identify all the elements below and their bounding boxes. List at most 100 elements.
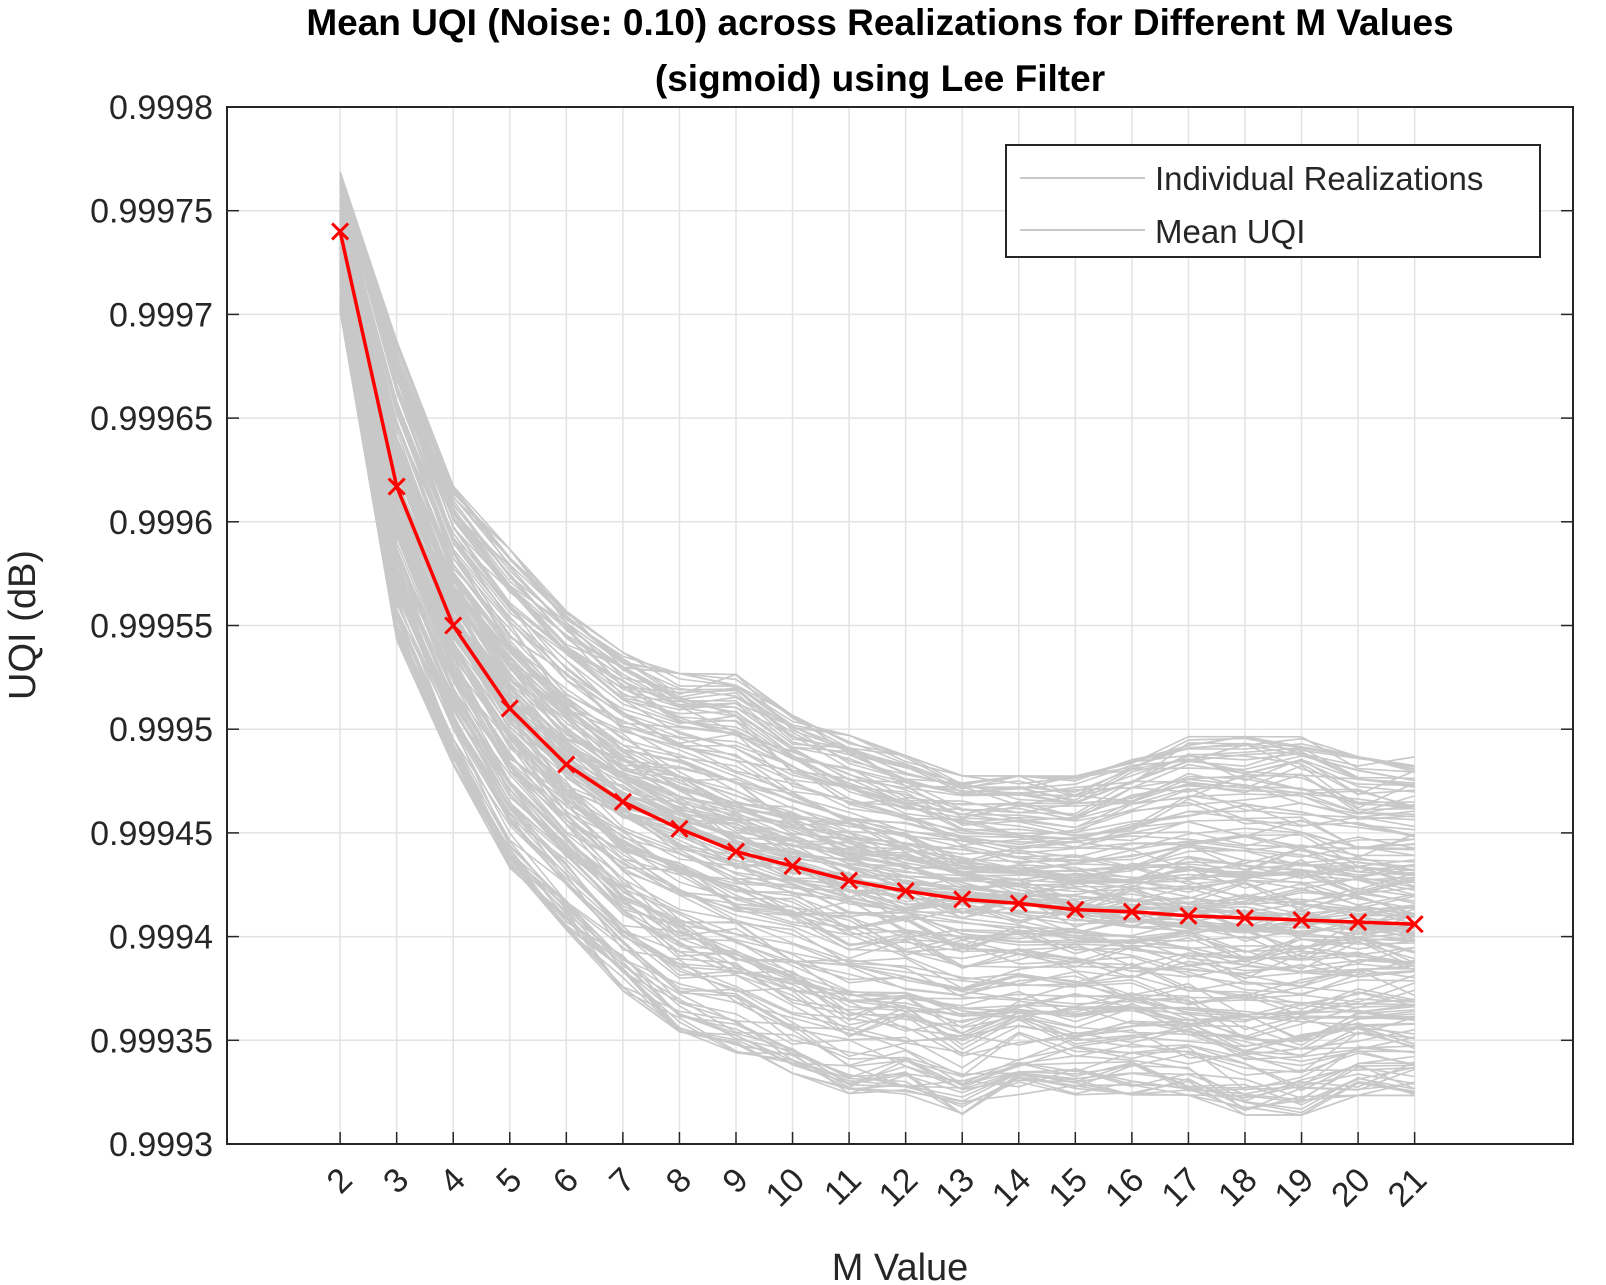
realization-line: [339, 224, 1415, 918]
realization-line: [339, 230, 1415, 933]
x-axis-label: M Value: [832, 1247, 969, 1285]
realization-line: [339, 200, 1415, 849]
y-tick-label: 0.9995: [109, 711, 213, 749]
realization-line: [339, 251, 1415, 988]
realization-line: [339, 188, 1415, 818]
realization-line: [339, 211, 1415, 871]
mean-uqi-marker: [387, 477, 406, 496]
mean-uqi-marker: [1009, 894, 1028, 913]
mean-uqi-marker: [1122, 902, 1141, 921]
legend-box: [1005, 144, 1541, 258]
mean-uqi-marker: [953, 890, 972, 909]
realization-line: [339, 218, 1415, 891]
legend-label-realizations: Individual Realizations: [1155, 160, 1483, 197]
mean-uqi-marker: [896, 881, 915, 901]
y-tick-label: 0.99975: [90, 193, 213, 231]
axes: [226, 106, 1574, 1145]
y-tick-label: 0.99965: [90, 400, 213, 438]
realization-line: [339, 296, 1415, 1099]
realization-line: [339, 301, 1415, 1100]
realization-line: [339, 250, 1415, 995]
realization-line: [339, 253, 1415, 985]
realization-line: [339, 192, 1415, 840]
realization-line: [339, 284, 1415, 1057]
realization-line: [339, 223, 1415, 916]
realization-line: [339, 273, 1415, 1040]
mean-uqi-series: [331, 222, 1424, 934]
realization-line: [339, 308, 1415, 1092]
realization-line: [339, 245, 1415, 967]
y-tick-label: 0.9993: [109, 1126, 213, 1164]
y-axis-label: UQI (dB): [2, 550, 44, 700]
realization-line: [339, 285, 1415, 1050]
realization-line: [339, 171, 1415, 790]
mean-uqi-marker: [1292, 910, 1311, 930]
realization-line: [339, 219, 1415, 881]
realization-line: [339, 204, 1415, 859]
realization-line: [339, 294, 1415, 1086]
mean-uqi-marker: [1235, 908, 1255, 927]
realization-line: [339, 306, 1415, 1101]
realization-line: [339, 276, 1415, 1043]
realization-line: [339, 258, 1415, 979]
realization-line: [339, 294, 1415, 1077]
y-tick-label: 0.9997: [109, 296, 213, 334]
individual-realizations: [339, 171, 1415, 1116]
realization-line: [339, 192, 1415, 841]
realization-line: [339, 196, 1415, 838]
mean-uqi-marker: [444, 616, 463, 635]
mean-uqi-marker: [1349, 913, 1368, 932]
realization-line: [339, 246, 1415, 959]
mean-uqi-marker: [500, 699, 519, 718]
mean-uqi-marker: [613, 792, 632, 811]
realization-line: [339, 175, 1415, 797]
realization-line: [339, 212, 1415, 877]
mean-uqi-marker: [331, 222, 350, 241]
realization-line: [339, 310, 1415, 1116]
realization-line: [339, 306, 1415, 1089]
mean-uqi-marker: [783, 857, 802, 876]
realization-line: [339, 270, 1415, 1005]
mean-uqi-marker: [726, 842, 746, 861]
y-tick-label: 0.9998: [109, 89, 213, 127]
realization-line: [339, 181, 1415, 807]
legend-label-mean: Mean UQI: [1155, 213, 1305, 250]
realization-line: [339, 285, 1415, 1052]
y-tick-label: 0.99955: [90, 608, 213, 646]
realization-line: [339, 258, 1415, 974]
realization-line: [339, 237, 1415, 928]
realization-line: [339, 212, 1415, 872]
realization-line: [339, 187, 1415, 819]
realization-line: [339, 233, 1415, 950]
mean-uqi-marker: [1066, 900, 1085, 919]
realization-line: [339, 278, 1415, 1058]
mean-uqi-marker: [840, 871, 859, 890]
realization-line: [339, 202, 1415, 849]
y-tick-label: 0.99945: [90, 815, 213, 853]
realization-line: [339, 295, 1415, 1092]
realization-line: [339, 247, 1415, 954]
y-tick-label: 0.99935: [90, 1022, 213, 1060]
realization-line: [339, 205, 1415, 863]
realization-line: [339, 280, 1415, 1050]
realization-line: [339, 310, 1415, 1111]
chart-title-line-1: Mean UQI (Noise: 0.10) across Realizatio…: [306, 2, 1453, 43]
realization-line: [339, 270, 1415, 1017]
realization-line: [339, 286, 1415, 1051]
mean-uqi-marker: [670, 819, 689, 838]
mean-uqi-line: [338, 231, 1415, 926]
realization-line: [339, 310, 1415, 1116]
mean-uqi-marker: [1179, 906, 1198, 925]
axes-box: [226, 106, 1574, 1145]
realization-line: [339, 263, 1415, 1011]
realization-line: [339, 214, 1415, 891]
mean-uqi-marker: [1405, 915, 1424, 934]
realization-line: [339, 222, 1415, 909]
realization-line: [339, 260, 1415, 1017]
realization-line: [339, 191, 1415, 825]
mean-uqi-marker: [557, 755, 576, 774]
realization-line: [339, 246, 1415, 966]
realization-line: [339, 231, 1415, 940]
y-tick-label: 0.9996: [109, 504, 213, 542]
